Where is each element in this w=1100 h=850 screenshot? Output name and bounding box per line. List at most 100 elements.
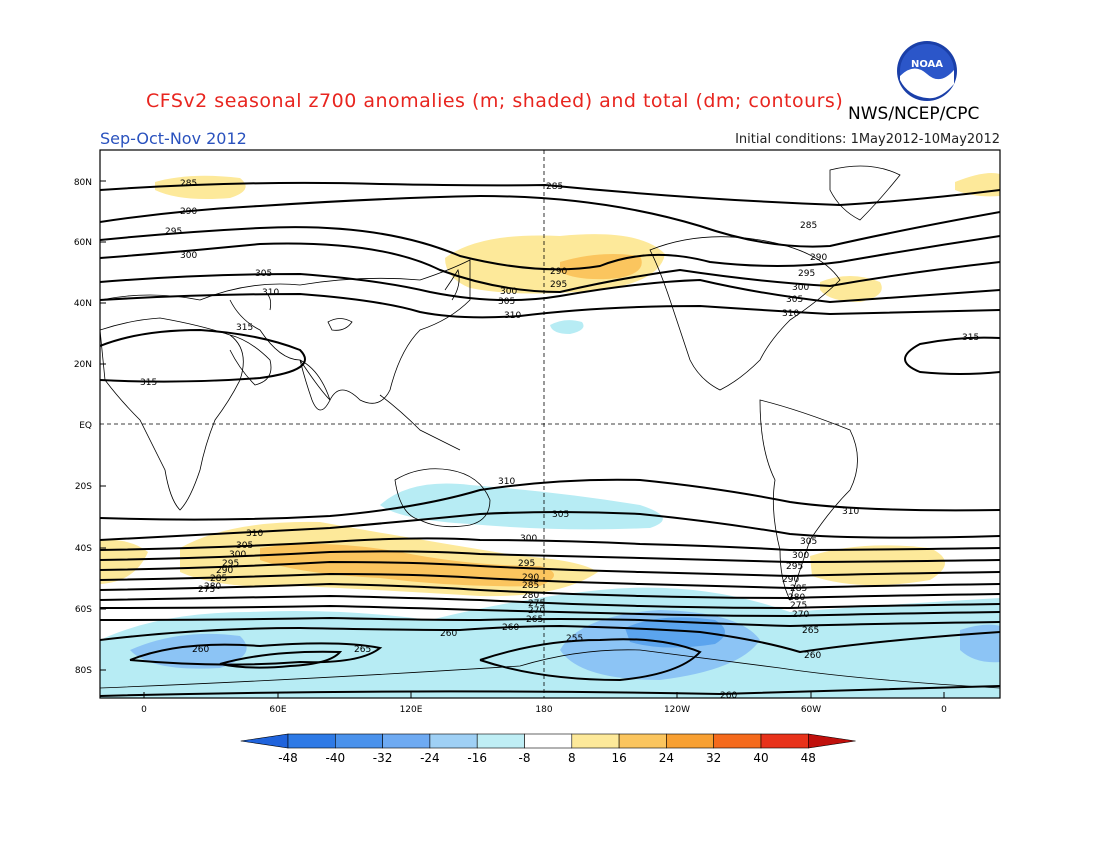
- lon-axis: 0 60E 120E 180 120W 60W 0: [141, 692, 947, 715]
- agency-label: NWS/NCEP/CPC: [848, 104, 980, 124]
- clabel-260-b: 260: [502, 623, 519, 633]
- clabel-270-c: 270: [528, 606, 545, 616]
- colorbar-tick-label: -8: [519, 751, 531, 765]
- clabel-270-e: 270: [792, 610, 809, 620]
- clabel-315-n: 315: [236, 323, 253, 333]
- clabel-290-e: 290: [782, 575, 799, 585]
- coastlines: [100, 165, 1000, 689]
- colorbar-box: [524, 733, 573, 749]
- clabel-315-e: 315: [962, 333, 979, 343]
- lon-label-180: 180: [535, 705, 552, 715]
- clabel-300-n: 300: [180, 251, 197, 261]
- clabel-275-c: 275: [528, 599, 545, 609]
- africa-coast: [100, 317, 244, 511]
- colorbar-tick-label: 48: [801, 751, 816, 765]
- colorbar-box: [476, 733, 525, 749]
- neg-anomaly-south-16b: [130, 633, 247, 669]
- logo-text: NOAA: [911, 59, 943, 70]
- japan-coast: [444, 268, 460, 301]
- clabel-310-n: 310: [262, 288, 279, 298]
- clabel-285-c: 285: [546, 182, 563, 192]
- colorbar-tick-label: -48: [278, 751, 298, 765]
- contour-280-south: [100, 582, 1000, 600]
- clabel-285-n: 285: [180, 179, 197, 189]
- colorbar-tick-label: 24: [659, 751, 674, 765]
- caspian-coast: [267, 294, 272, 311]
- lon-label-60w: 60W: [801, 705, 821, 715]
- contour-315-north: [100, 328, 306, 383]
- pos-anomaly-north-atlantic: [820, 276, 882, 302]
- colorbar-tick-label: 32: [706, 751, 721, 765]
- south-america-coast: [759, 399, 858, 602]
- clabel-260-c: 260: [192, 645, 209, 655]
- clabel-280-e: 280: [788, 593, 805, 603]
- clabel-290-w: 290: [216, 566, 233, 576]
- clabel-265-c: 265: [526, 615, 543, 625]
- clabel-300-e: 300: [792, 283, 809, 293]
- contour-305-north: [100, 272, 1000, 304]
- colorbar: -48 -40 -32 -24 -16 -8 8 16 24 32 40 48: [240, 733, 856, 765]
- lat-label-eq: EQ: [79, 421, 92, 431]
- clabel-280-c: 280: [522, 591, 539, 601]
- contour-260-bottom: [100, 685, 1000, 697]
- contour-300-south: [100, 537, 1000, 552]
- contour-labels: 285 290 295 300 305 310 315 315 285 290 …: [140, 179, 979, 701]
- colorbar-tick-label: 8: [568, 751, 576, 765]
- colorbar-box: [618, 733, 667, 749]
- season-label: Sep-Oct-Nov 2012: [100, 129, 247, 148]
- clabel-305-c: 305: [498, 297, 515, 307]
- clabel-265-e: 265: [802, 626, 819, 636]
- clabel-310-s3: 310: [842, 507, 859, 517]
- colorbar-box: [713, 733, 762, 749]
- neg-anomaly-south-mid: [380, 483, 663, 530]
- clabel-310-c: 310: [504, 311, 521, 321]
- contour-285-south: [100, 572, 1000, 590]
- contour-270-south: [100, 604, 1000, 618]
- lat-label-20s: 20S: [75, 482, 92, 492]
- india-coast: [299, 359, 331, 411]
- clabel-305-w: 305: [236, 541, 253, 551]
- contour-315-east: [904, 336, 1000, 375]
- clabel-295-e: 295: [786, 562, 803, 572]
- reference-lines: [100, 150, 1000, 698]
- contour-300-north: [100, 242, 1000, 294]
- contour-285-north: [100, 181, 1000, 207]
- contour-275-south: [100, 594, 1000, 610]
- clabel-305-n: 305: [255, 269, 272, 279]
- contour-260-loop: [129, 642, 383, 666]
- chart-title: CFSv2 seasonal z700 anomalies (m; shaded…: [146, 90, 844, 112]
- clabel-285-e: 285: [790, 584, 807, 594]
- clabel-285-c: 285: [522, 581, 539, 591]
- colorbar-arrow-left: [240, 733, 289, 749]
- contour-295-south: [100, 550, 1000, 564]
- contour-290-north: [100, 194, 1000, 248]
- colorbar-box: [334, 733, 383, 749]
- contour-265-south: [100, 616, 1000, 628]
- noaa-logo-icon: NOAA: [897, 41, 957, 101]
- colorbar-box: [382, 733, 431, 749]
- clabel-295-e: 295: [798, 269, 815, 279]
- clabel-290-e: 290: [810, 253, 827, 263]
- colorbar-box: [760, 733, 809, 749]
- clabel-310-e: 310: [782, 309, 799, 319]
- lat-label-20n: 20N: [74, 360, 92, 370]
- colorbar-tick-label: -32: [373, 751, 393, 765]
- clabel-265-d: 265: [354, 645, 371, 655]
- lat-label-60s: 60S: [75, 605, 92, 615]
- clabel-255-d: 255: [566, 634, 583, 644]
- colorbar-tick-label: -16: [467, 751, 487, 765]
- clabel-300-c: 300: [520, 534, 537, 544]
- contour-260-south: [100, 624, 1000, 654]
- map-frame: [99, 149, 1001, 699]
- colorbar-tick-label: 40: [753, 751, 768, 765]
- neg-anomaly-north-small: [550, 320, 584, 334]
- lon-label-120w: 120W: [664, 705, 690, 715]
- pos-anomaly-south-atlantic: [810, 545, 945, 586]
- contour-305-south: [100, 511, 1000, 541]
- clabel-290-c: 290: [522, 573, 539, 583]
- clabel-295-w: 295: [222, 559, 239, 569]
- lat-label-80n: 80N: [74, 178, 92, 188]
- contour-310-north: [100, 292, 1000, 319]
- pos-anomaly-south-band-16: [260, 543, 554, 587]
